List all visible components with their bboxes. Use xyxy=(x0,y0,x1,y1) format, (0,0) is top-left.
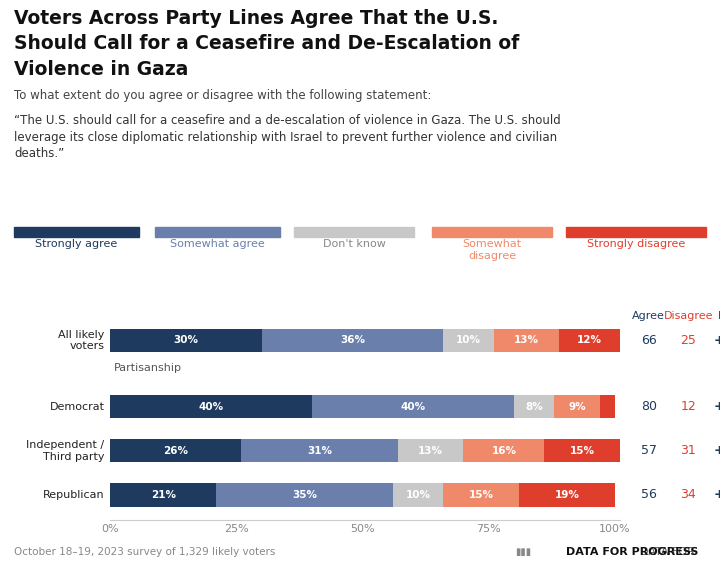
Bar xyxy=(216,483,393,507)
Text: Strongly agree: Strongly agree xyxy=(35,239,117,250)
Text: Should Call for a Ceasefire and De-Escalation of: Should Call for a Ceasefire and De-Escal… xyxy=(14,34,519,53)
Text: 30%: 30% xyxy=(174,335,199,345)
Text: Disagree: Disagree xyxy=(664,311,713,321)
Text: DATA FOR: DATA FOR xyxy=(640,547,698,557)
Text: October 18–19, 2023 survey of 1,329 likely voters: October 18–19, 2023 survey of 1,329 like… xyxy=(14,547,275,557)
Bar xyxy=(241,439,398,462)
Text: Somewhat
disagree: Somewhat disagree xyxy=(462,239,521,261)
Bar xyxy=(444,329,494,352)
Text: +26: +26 xyxy=(714,445,720,457)
Text: Net: Net xyxy=(718,311,720,321)
Bar xyxy=(312,395,514,418)
Text: 12: 12 xyxy=(680,400,696,413)
Text: Agree: Agree xyxy=(632,311,665,321)
Bar xyxy=(559,329,620,352)
Text: 13%: 13% xyxy=(418,446,443,456)
Text: 10%: 10% xyxy=(405,490,431,500)
Text: Voters Across Party Lines Agree That the U.S.: Voters Across Party Lines Agree That the… xyxy=(14,9,498,27)
Bar xyxy=(110,329,261,352)
Text: 8%: 8% xyxy=(526,402,543,412)
Text: 36%: 36% xyxy=(340,335,365,345)
Bar xyxy=(110,483,216,507)
Text: +68: +68 xyxy=(714,400,720,413)
Text: 57: 57 xyxy=(641,445,657,457)
Bar xyxy=(600,395,615,418)
Text: 9%: 9% xyxy=(568,402,586,412)
Text: 26%: 26% xyxy=(163,446,188,456)
Text: Independent /
Third party: Independent / Third party xyxy=(26,440,104,462)
Text: 15%: 15% xyxy=(469,490,494,500)
Text: 56: 56 xyxy=(641,488,657,502)
Bar xyxy=(544,439,620,462)
Text: Strongly disagree: Strongly disagree xyxy=(587,239,685,250)
Text: Democrat: Democrat xyxy=(50,402,104,412)
Bar xyxy=(261,329,444,352)
Text: 13%: 13% xyxy=(514,335,539,345)
Text: Don't know: Don't know xyxy=(323,239,385,250)
Text: 25: 25 xyxy=(680,334,696,347)
Text: +41: +41 xyxy=(714,334,720,347)
Text: 35%: 35% xyxy=(292,490,317,500)
Bar xyxy=(514,395,554,418)
Text: Republican: Republican xyxy=(42,490,104,500)
Text: Violence in Gaza: Violence in Gaza xyxy=(14,60,189,79)
Bar xyxy=(494,329,559,352)
Bar xyxy=(110,395,312,418)
Text: 19%: 19% xyxy=(554,490,580,500)
Bar xyxy=(398,439,464,462)
Text: ▮▮▮: ▮▮▮ xyxy=(515,547,531,557)
Text: “The U.S. should call for a ceasefire and a de-escalation of violence in Gaza. T: “The U.S. should call for a ceasefire an… xyxy=(14,114,561,127)
Text: 31: 31 xyxy=(680,445,696,457)
Text: 15%: 15% xyxy=(570,446,595,456)
Text: 40%: 40% xyxy=(400,402,426,412)
Text: leverage its close diplomatic relationship with Israel to prevent further violen: leverage its close diplomatic relationsh… xyxy=(14,131,557,144)
Text: 80: 80 xyxy=(641,400,657,413)
Text: 40%: 40% xyxy=(199,402,224,412)
Text: 21%: 21% xyxy=(150,490,176,500)
Text: DATA FOR PROGRESS: DATA FOR PROGRESS xyxy=(566,547,698,557)
Bar xyxy=(464,439,544,462)
Bar xyxy=(444,483,519,507)
Text: 12%: 12% xyxy=(577,335,602,345)
Bar xyxy=(110,439,241,462)
Text: Partisanship: Partisanship xyxy=(114,363,181,373)
Text: 34: 34 xyxy=(680,488,696,502)
Bar xyxy=(554,395,600,418)
Text: 66: 66 xyxy=(641,334,657,347)
Text: 10%: 10% xyxy=(456,335,481,345)
Bar xyxy=(519,483,615,507)
Bar xyxy=(393,483,444,507)
Text: +22: +22 xyxy=(714,488,720,502)
Text: All likely
voters: All likely voters xyxy=(58,329,104,351)
Text: deaths.”: deaths.” xyxy=(14,147,64,160)
Text: 16%: 16% xyxy=(491,446,516,456)
Text: 31%: 31% xyxy=(307,446,332,456)
Text: To what extent do you agree or disagree with the following statement:: To what extent do you agree or disagree … xyxy=(14,89,431,103)
Text: Somewhat agree: Somewhat agree xyxy=(170,239,265,250)
